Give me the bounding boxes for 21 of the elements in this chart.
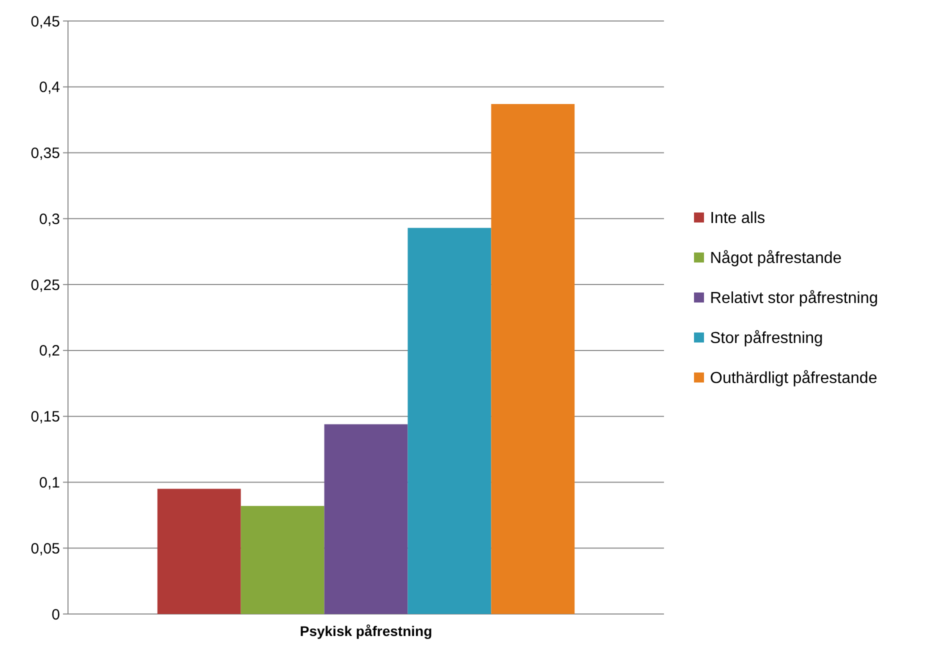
legend-label: Inte alls (710, 210, 766, 228)
bar (491, 104, 575, 614)
legend-label: Relativt stor påfrestning (710, 290, 878, 308)
x-axis-title: Psykisk påfrestning (300, 623, 432, 639)
y-tick-label: 0,2 (39, 342, 60, 360)
bar (240, 506, 324, 614)
y-tick-label: 0,3 (39, 210, 60, 228)
y-tick-label: 0,15 (30, 408, 60, 426)
y-tick-label: 0,1 (39, 474, 60, 492)
legend-label: Något påfrestande (710, 250, 842, 268)
y-tick-label: 0,45 (30, 13, 60, 30)
bar (408, 228, 492, 614)
legend-label: Stor påfrestning (710, 330, 823, 348)
y-tick-label: 0,05 (30, 540, 60, 558)
y-tick-label: 0,25 (30, 276, 60, 294)
y-tick-label: 0,35 (30, 145, 60, 162)
legend-label: Outhärdligt påfrestande (710, 370, 878, 388)
bar (157, 488, 241, 614)
bar (324, 424, 408, 614)
y-tick-label: 0 (52, 606, 60, 624)
y-tick-label: 0,4 (39, 79, 60, 96)
